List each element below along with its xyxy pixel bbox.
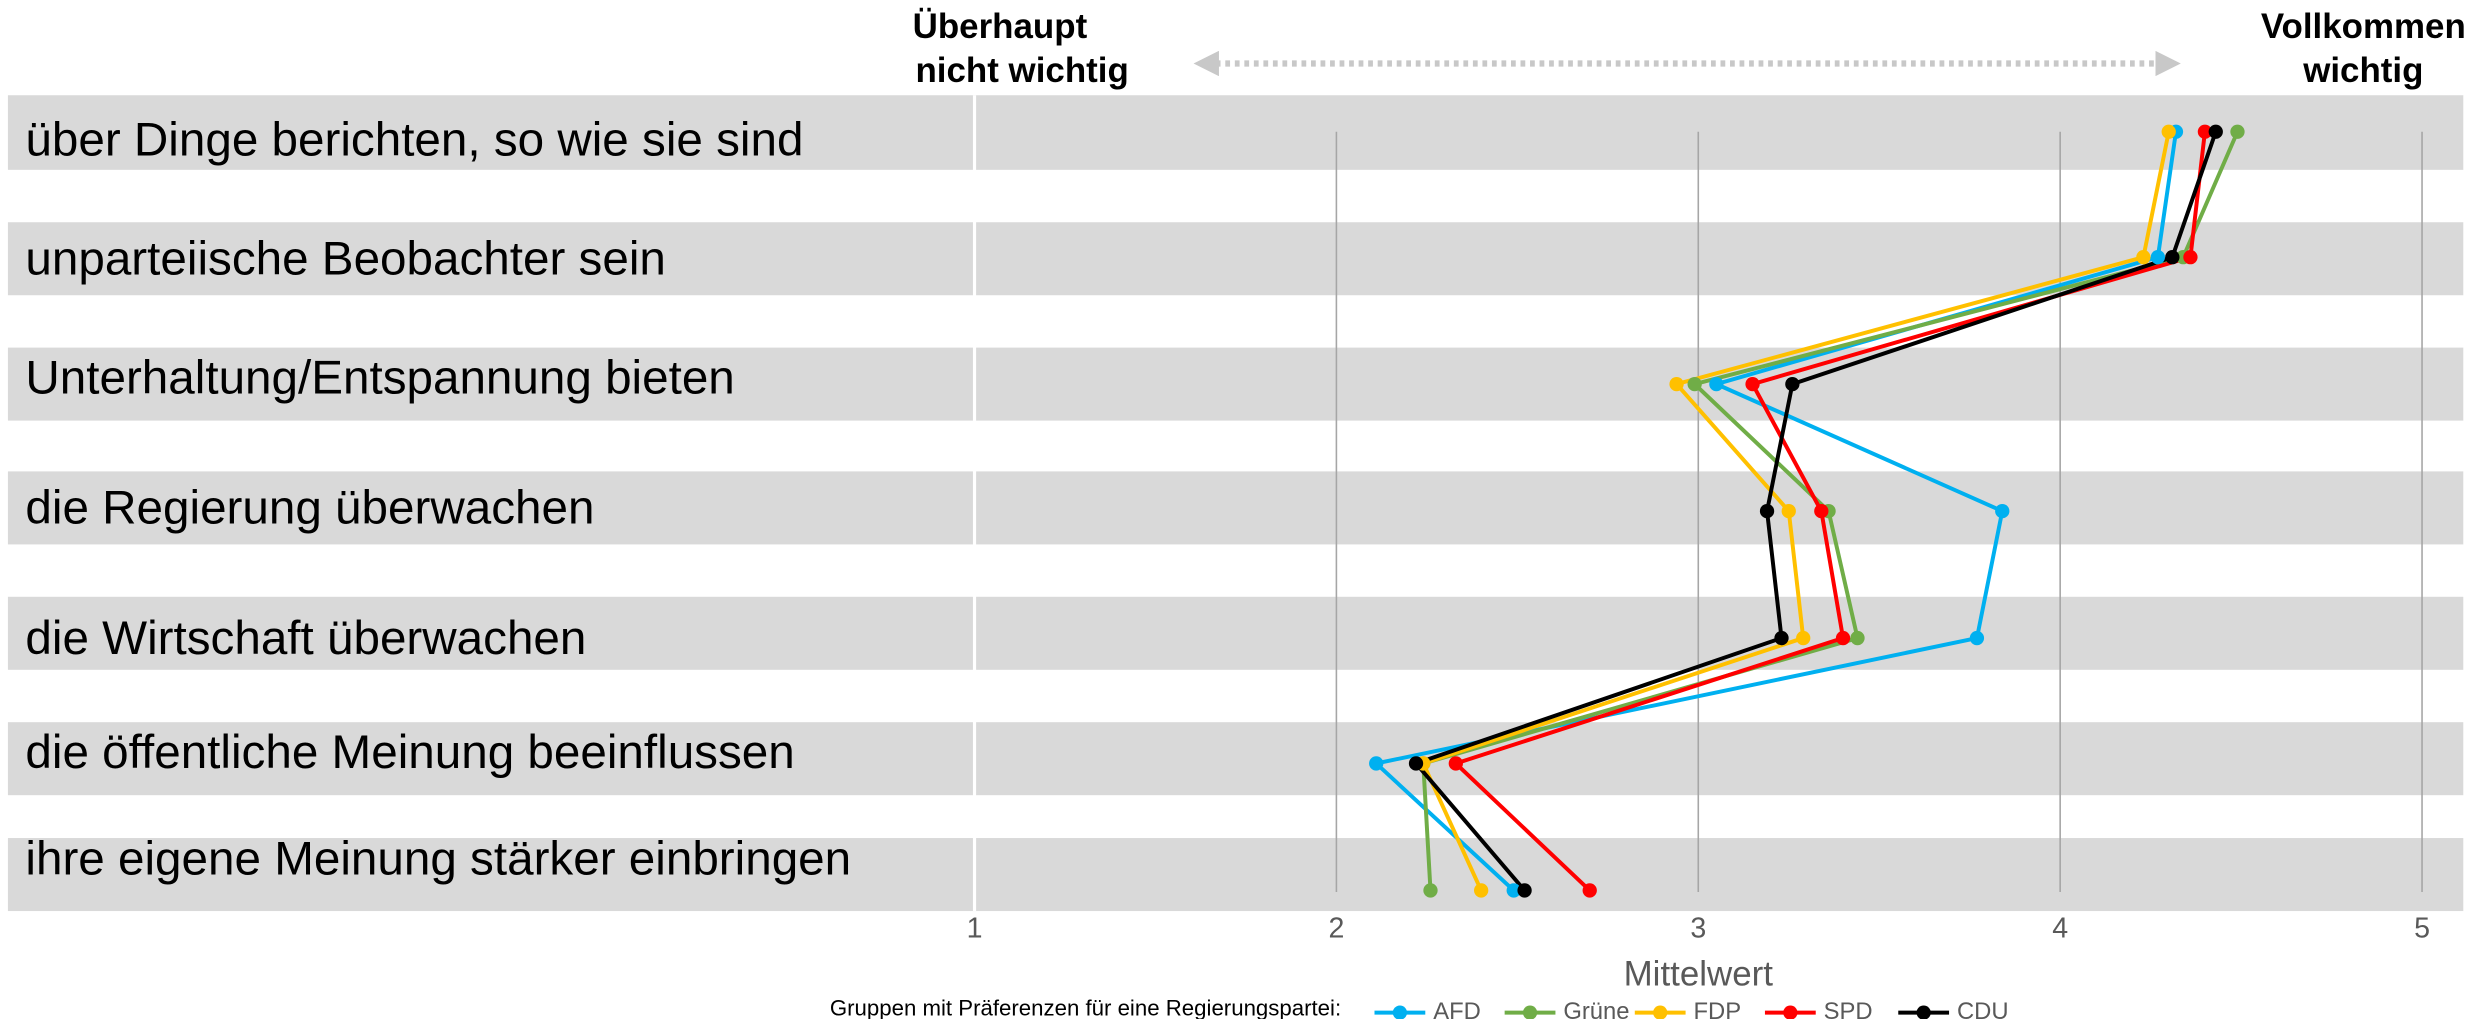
- row-band: [7, 95, 2464, 170]
- x-tick-label: 5: [2414, 913, 2430, 945]
- data-point: [2197, 124, 2213, 139]
- right-label: Vollkommen: [2261, 7, 2466, 46]
- data-point: [1582, 883, 1597, 898]
- data-point: [2161, 124, 2176, 139]
- data-point: [1408, 756, 1424, 771]
- data-point: [1369, 756, 1384, 771]
- right-label: wichtig: [2302, 51, 2423, 90]
- data-point: [1517, 883, 1532, 898]
- row-band: [7, 838, 2464, 912]
- data-point: [1448, 756, 1463, 771]
- legend-marker: [1653, 1005, 1668, 1019]
- data-point: [1745, 376, 1760, 392]
- legend-label: Grüne: [1563, 998, 1629, 1019]
- legend-marker: [1392, 1005, 1408, 1019]
- legend-marker: [1522, 1005, 1538, 1019]
- data-point: [1850, 630, 1865, 646]
- row-label: ihre eigene Meinung stärker einbringen: [25, 832, 851, 885]
- legend-label: FDP: [1694, 998, 1742, 1019]
- left-label: Überhaupt: [913, 7, 1088, 46]
- left-label: nicht wichtig: [915, 51, 1128, 90]
- data-point: [1687, 376, 1702, 392]
- row-band: [7, 347, 2464, 421]
- data-point: [1835, 630, 1851, 646]
- legend-marker: [1783, 1005, 1798, 1019]
- data-point: [1796, 630, 1811, 646]
- legend-title: Gruppen mit Präferenzen für eine Regieru…: [830, 995, 1341, 1019]
- data-point: [2183, 249, 2198, 265]
- row-label: die Regierung überwachen: [25, 482, 594, 535]
- legend-label: AFD: [1433, 998, 1481, 1019]
- row-label: über Dinge berichten, so wie sie sind: [25, 113, 803, 166]
- data-point: [1781, 503, 1796, 519]
- data-point: [2150, 249, 2166, 265]
- data-point: [1669, 376, 1684, 392]
- data-point: [2136, 249, 2151, 265]
- row-band: [7, 722, 2464, 796]
- data-point: [1814, 503, 1829, 519]
- data-point: [1423, 883, 1438, 898]
- data-point: [2165, 249, 2180, 265]
- data-point: [2208, 124, 2223, 139]
- x-tick-label: 4: [2052, 913, 2068, 945]
- row-band: [7, 471, 2464, 545]
- x-tick-label: 1: [967, 913, 983, 945]
- row-label: die Wirtschaft überwachen: [25, 612, 586, 665]
- row-label: die öffentliche Meinung beeinflussen: [25, 726, 794, 779]
- x-axis-label: Mittelwert: [1624, 954, 1774, 993]
- legend-label: SPD: [1824, 998, 1873, 1019]
- data-point: [1759, 503, 1775, 519]
- data-point: [1506, 883, 1521, 898]
- data-point: [1969, 630, 1985, 646]
- data-point: [1774, 630, 1789, 646]
- legend-label: CDU: [1957, 998, 2009, 1019]
- x-tick-label: 3: [1690, 913, 1706, 945]
- data-point: [1785, 376, 1800, 392]
- row-label: Unterhaltung/Entspannung bieten: [25, 352, 734, 405]
- row-label: unparteiische Beobachter sein: [25, 232, 665, 285]
- legend-marker: [1916, 1005, 1931, 1019]
- data-point: [2230, 124, 2245, 139]
- x-tick-label: 2: [1328, 913, 1344, 945]
- row-band: [7, 596, 2464, 670]
- data-point: [1995, 503, 2010, 519]
- data-point: [1709, 376, 1724, 392]
- data-point: [1474, 883, 1489, 898]
